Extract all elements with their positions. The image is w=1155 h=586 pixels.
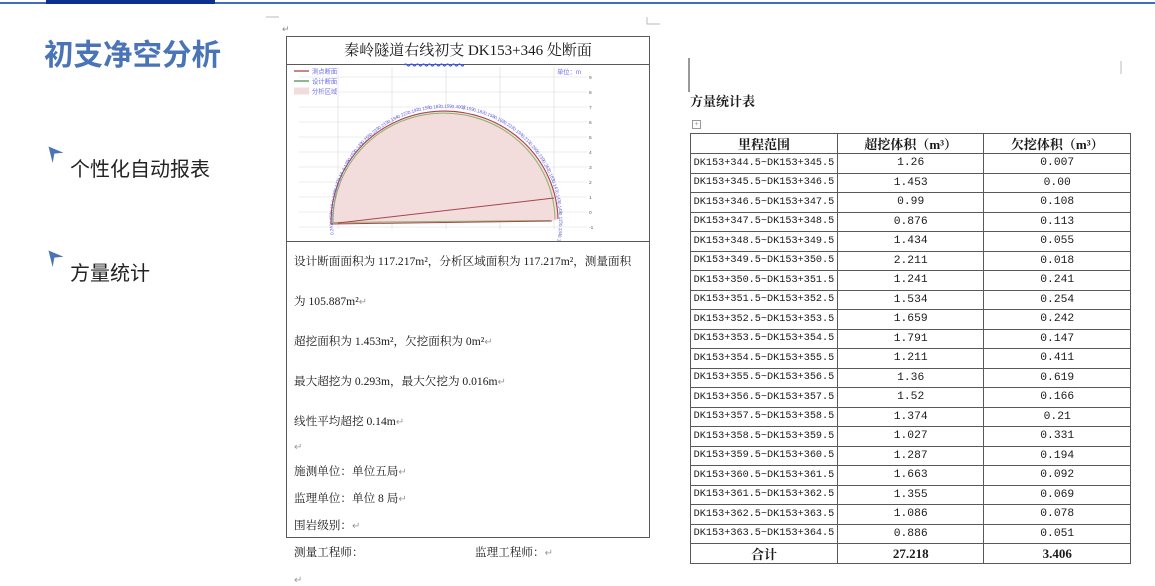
- svg-text:7: 7: [589, 105, 592, 111]
- svg-text:分析区域: 分析区域: [312, 87, 338, 96]
- svg-text:1: 1: [589, 195, 592, 201]
- svg-text:设计断面: 设计断面: [312, 77, 337, 86]
- svg-text:2: 2: [589, 180, 592, 186]
- svg-text:0.19: 0.19: [329, 203, 335, 213]
- svg-text:8: 8: [589, 90, 592, 96]
- svg-text:单位：m: 单位：m: [557, 67, 581, 76]
- svg-text:4: 4: [589, 150, 592, 156]
- svg-text:0.115: 0.115: [558, 213, 564, 225]
- svg-text:6: 6: [589, 120, 592, 126]
- svg-text:3: 3: [589, 165, 592, 171]
- svg-text:测点断面: 测点断面: [312, 67, 337, 76]
- svg-text:-1: -1: [589, 225, 594, 231]
- svg-text:5: 5: [589, 135, 592, 141]
- svg-text:9: 9: [589, 75, 592, 81]
- svg-text:0: 0: [589, 210, 592, 216]
